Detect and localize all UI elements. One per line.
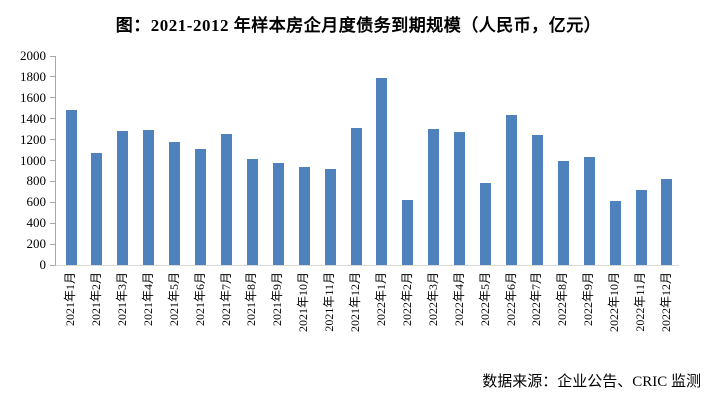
- bar-2022年2月: [402, 200, 414, 265]
- y-axis-tick: [50, 76, 55, 78]
- x-axis-label: 2021年9月: [270, 272, 285, 327]
- y-axis-label: 1800: [20, 68, 46, 84]
- y-axis-label: 1400: [20, 110, 46, 126]
- y-axis-label: 1200: [20, 131, 46, 147]
- x-axis-label: 2022年12月: [658, 272, 673, 333]
- y-axis-tick: [50, 180, 55, 182]
- x-axis-label: 2021年5月: [166, 272, 181, 327]
- bar-2021年7月: [221, 134, 232, 265]
- bar-2021年12月: [350, 128, 362, 265]
- x-axis-label: 2021年7月: [218, 272, 233, 327]
- y-axis-tick: [50, 222, 55, 224]
- x-axis-label: 2022年10月: [607, 272, 622, 333]
- bar-2021年10月: [298, 166, 310, 265]
- bar-2022年9月: [583, 157, 595, 265]
- bar-2022年12月: [661, 179, 673, 265]
- bar-2021年2月: [91, 153, 103, 265]
- x-axis-label: 2022年3月: [425, 272, 440, 327]
- bar-2022年3月: [428, 129, 440, 265]
- bar-2021年5月: [169, 142, 181, 265]
- x-axis-label: 2022年2月: [399, 272, 414, 327]
- y-axis-label: 2000: [20, 48, 46, 63]
- bar-2021年4月: [143, 130, 155, 265]
- data-source-note: 数据来源：企业公告、CRIC 监测: [482, 374, 701, 390]
- bar-2021年11月: [324, 168, 336, 265]
- x-axis-label: 2022年9月: [581, 272, 596, 327]
- x-axis-label: 2022年6月: [503, 272, 518, 327]
- x-axis-label: 2021年2月: [88, 272, 103, 327]
- bar-2021年8月: [246, 158, 258, 265]
- y-axis-label: 800: [26, 173, 47, 189]
- y-axis-tick: [50, 201, 55, 203]
- bar-2022年1月: [376, 77, 388, 265]
- y-axis-tick: [50, 264, 55, 266]
- x-axis-label: 2022年11月: [633, 272, 647, 332]
- x-axis-label: 2021年6月: [192, 272, 207, 327]
- x-axis-label: 2021年1月: [63, 272, 77, 327]
- y-axis-label: 600: [26, 194, 47, 210]
- y-axis-label: 1600: [20, 89, 46, 105]
- chart-title: 图：2021-2012 年样本房企月度债务到期规模（人民币，亿元）: [115, 16, 602, 35]
- x-axis-label: 2021年10月: [296, 272, 311, 333]
- y-axis-tick: [50, 160, 55, 161]
- x-axis-label: 2022年5月: [477, 272, 492, 327]
- x-axis-label: 2022年1月: [373, 272, 388, 327]
- bar-2022年7月: [531, 134, 543, 265]
- y-axis-label: 400: [26, 215, 47, 231]
- bar-2022年10月: [609, 201, 621, 265]
- y-axis-tick: [50, 139, 55, 141]
- y-axis-tick: [50, 97, 55, 99]
- x-axis-label: 2021年8月: [244, 272, 259, 327]
- bar-2022年8月: [557, 160, 569, 265]
- x-axis-label: 2022年7月: [529, 272, 544, 327]
- x-axis-label: 2021年3月: [114, 272, 129, 327]
- bar-2021年9月: [272, 163, 284, 265]
- bar-2022年6月: [506, 114, 517, 265]
- x-axis-label: 2021年4月: [140, 272, 155, 327]
- y-axis-tick: [50, 243, 55, 245]
- bar-2022年5月: [480, 183, 492, 265]
- y-axis-tick: [50, 118, 55, 120]
- y-axis-tick: [50, 55, 55, 57]
- y-axis-label: 0: [39, 257, 47, 272]
- y-axis-label: 1000: [20, 152, 46, 168]
- x-axis-label: 2021年12月: [348, 272, 362, 333]
- x-axis-label: 2021年11月: [322, 272, 337, 332]
- bar-2022年11月: [635, 190, 647, 265]
- plot-area: [55, 56, 679, 266]
- bar-2021年1月: [65, 110, 77, 265]
- y-axis-label: 200: [26, 236, 47, 252]
- bar-2021年6月: [195, 149, 207, 265]
- bar-2021年3月: [117, 131, 129, 265]
- x-axis-label: 2022年4月: [451, 272, 466, 327]
- bar-2022年4月: [454, 132, 466, 265]
- x-axis-label: 2022年8月: [555, 272, 570, 327]
